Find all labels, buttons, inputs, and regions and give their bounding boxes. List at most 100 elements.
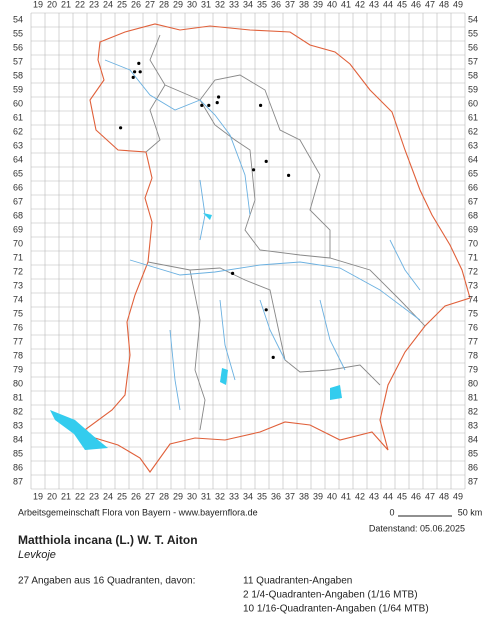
row-label: 69: [468, 224, 478, 234]
scale-end: 50 km: [458, 507, 483, 517]
occurrence-dot: [259, 103, 263, 107]
column-label: 34: [243, 0, 253, 9]
row-label: 66: [468, 182, 478, 192]
column-label: 21: [61, 0, 71, 9]
row-label: 58: [468, 70, 478, 80]
column-label: 44: [383, 0, 393, 9]
column-label: 29: [173, 491, 183, 501]
row-label: 75: [468, 308, 478, 318]
row-label: 86: [13, 462, 23, 472]
occurrence-dot: [287, 173, 291, 177]
row-label: 65: [468, 168, 478, 178]
row-label: 56: [468, 42, 478, 52]
credit: Arbeitsgemeinschaft Flora von Bayern - w…: [18, 507, 258, 517]
occurrence-dot: [217, 95, 221, 99]
row-label: 70: [13, 238, 23, 248]
row-label: 83: [13, 420, 23, 430]
occurrence-dot: [271, 355, 275, 359]
grid: [30, 12, 466, 490]
data-date: Datenstand: 05.06.2025: [369, 523, 465, 533]
row-label: 70: [468, 238, 478, 248]
column-label: 25: [117, 0, 127, 9]
row-label: 78: [468, 350, 478, 360]
row-label: 81: [13, 392, 23, 402]
row-label: 71: [13, 252, 23, 262]
common-name: Levkoje: [18, 549, 56, 561]
column-label: 28: [159, 0, 169, 9]
row-label: 57: [13, 56, 23, 66]
row-label: 80: [13, 378, 23, 388]
column-label: 29: [173, 0, 183, 9]
column-label: 37: [285, 491, 295, 501]
column-label: 23: [89, 0, 99, 9]
row-label: 57: [468, 56, 478, 66]
column-label: 35: [257, 491, 267, 501]
row-label: 75: [13, 308, 23, 318]
row-label: 73: [13, 280, 23, 290]
row-label: 71: [468, 252, 478, 262]
column-label: 49: [453, 491, 463, 501]
row-label: 54: [468, 14, 478, 24]
column-label: 42: [355, 491, 365, 501]
row-label: 72: [468, 266, 478, 276]
row-label: 62: [13, 126, 23, 136]
column-label: 23: [89, 491, 99, 501]
occurrence-dot: [200, 103, 204, 107]
row-label: 59: [468, 84, 478, 94]
column-label: 44: [383, 491, 393, 501]
column-label: 39: [313, 491, 323, 501]
row-label: 60: [468, 98, 478, 108]
column-label: 30: [187, 0, 197, 9]
column-label: 26: [131, 0, 141, 9]
row-label: 82: [468, 406, 478, 416]
row-label: 64: [13, 154, 23, 164]
column-label: 20: [47, 0, 57, 9]
summary-total: 27 Angaben aus 16 Quadranten, davon:: [18, 576, 195, 587]
row-label: 67: [468, 196, 478, 206]
row-label: 79: [468, 364, 478, 374]
row-label: 55: [468, 28, 478, 38]
row-label: 83: [468, 420, 478, 430]
column-label: 46: [411, 491, 421, 501]
row-label: 85: [13, 448, 23, 458]
row-label: 62: [468, 126, 478, 136]
row-label: 72: [13, 266, 23, 276]
column-label: 26: [131, 491, 141, 501]
column-label: 31: [201, 491, 211, 501]
row-label: 65: [13, 168, 23, 178]
row-label: 86: [468, 462, 478, 472]
column-label: 43: [369, 0, 379, 9]
row-label: 68: [468, 210, 478, 220]
row-label: 73: [468, 280, 478, 290]
row-label: 59: [13, 84, 23, 94]
row-label: 84: [468, 434, 478, 444]
occurrence-dot: [264, 159, 268, 163]
column-label: 37: [285, 0, 295, 9]
row-label: 64: [468, 154, 478, 164]
row-label: 56: [13, 42, 23, 52]
occurrence-dot: [133, 70, 137, 74]
species-name: Matthiola incana (L.) W. T. Aiton: [18, 533, 198, 547]
column-label: 45: [397, 0, 407, 9]
occurrence-dot: [131, 75, 135, 79]
column-label: 24: [103, 0, 113, 9]
column-label: 24: [103, 491, 113, 501]
row-label: 79: [13, 364, 23, 374]
column-label: 47: [425, 0, 435, 9]
column-label: 42: [355, 0, 365, 9]
summary-line: 11 Quadranten-Angaben: [243, 576, 352, 587]
row-label: 78: [13, 350, 23, 360]
row-label: 55: [13, 28, 23, 38]
column-label: 27: [145, 491, 155, 501]
row-label: 63: [468, 140, 478, 150]
column-label: 45: [397, 491, 407, 501]
scale-start: 0: [389, 507, 394, 517]
column-label: 28: [159, 491, 169, 501]
lakes: [50, 213, 342, 450]
column-label: 32: [215, 491, 225, 501]
row-label: 61: [13, 112, 23, 122]
column-label: 33: [229, 0, 239, 9]
column-label: 20: [47, 491, 57, 501]
district-borders: [145, 34, 426, 431]
